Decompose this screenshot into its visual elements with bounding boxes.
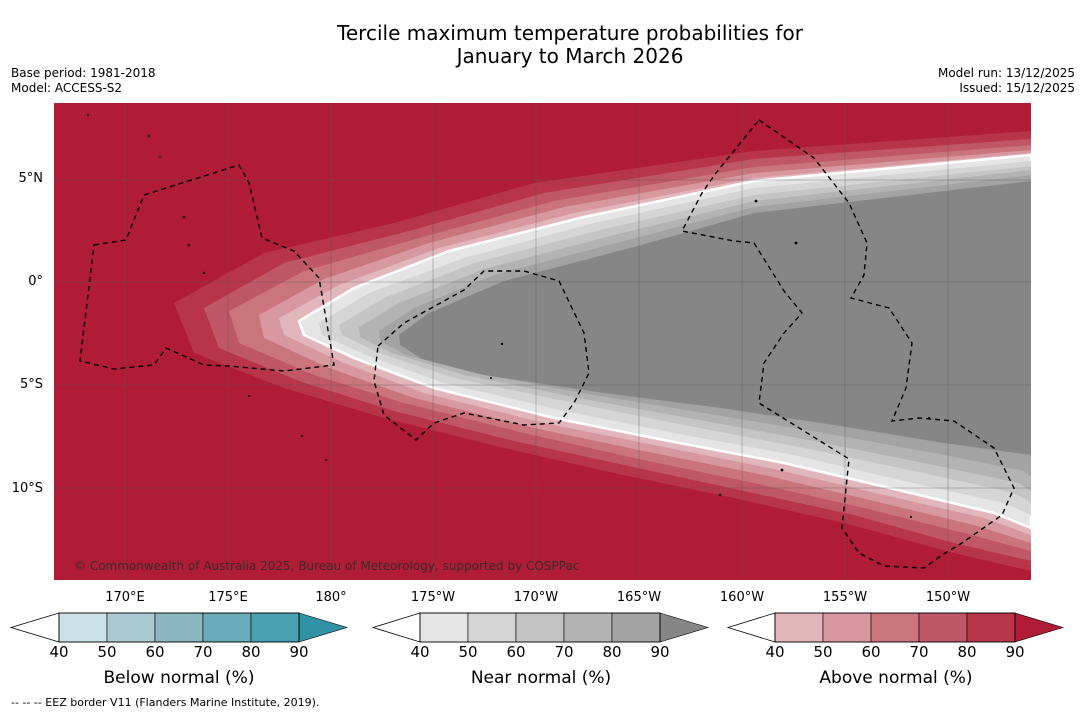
colorbar-above-tick: 50 [813,643,833,661]
model-name: Model: ACCESS-S2 [11,81,123,95]
lon-label-165w: 165°W [616,590,662,605]
base-period: Base period: 1981-2018 [11,66,156,80]
colorbar-below-swatch-60 [154,612,204,643]
colorbar-above-extend-low [727,612,776,643]
colorbar-near-normal [372,612,710,643]
eez-border-tuvalu [79,164,335,372]
colorbar-below-tick: 40 [49,643,69,661]
eez-footnote: -- -- -- EEZ border V11 (Flanders Marine… [11,696,320,709]
colorbar-near-tick: 60 [506,643,526,661]
colorbar-above-swatch-50 [822,612,872,643]
lon-label-150w: 150°W [925,590,971,605]
lat-label-10s: 10°S [11,481,43,496]
colorbar-near-swatch-70 [563,612,613,643]
colorbar-above-swatch-40 [774,612,824,643]
colorbar-near-tick: 50 [458,643,478,661]
colorbar-near-label: Near normal (%) [470,668,612,688]
colorbar-below-label: Below normal (%) [103,668,255,688]
probability-map: © Commonwealth of Australia 2025, Bureau… [54,103,1031,580]
colorbar-near-tick: 70 [554,643,574,661]
lon-label-160w: 160°W [719,590,765,605]
colorbar-near-tick: 40 [410,643,430,661]
colorbar-near-swatch-50 [467,612,517,643]
colorbar-below-swatch-80 [250,612,300,643]
lon-label-175w: 175°W [410,590,456,605]
eez-border-line-islands [680,119,1015,569]
colorbar-above-extend-high [1014,612,1065,643]
colorbar-above-tick: 90 [1005,643,1025,661]
lat-label-5n: 5°N [18,171,44,186]
lon-label-170w: 170°W [513,590,559,605]
colorbar-below-swatch-50 [106,612,156,643]
colorbar-near-swatch-60 [515,612,565,643]
colorbar-above-tick: 40 [765,643,785,661]
colorbar-above-swatch-60 [870,612,920,643]
colorbar-below-normal [10,612,349,643]
colorbar-below-tick: 70 [193,643,213,661]
colorbar-near-tick: 80 [602,643,622,661]
copyright-notice: © Commonwealth of Australia 2025, Bureau… [74,559,579,573]
colorbar-above-swatch-80 [966,612,1016,643]
lat-label-5s: 5°S [19,377,43,392]
lon-label-170e: 170°E [105,590,145,605]
chart-title-line-2: January to March 2026 [456,44,684,68]
near-normal-band-90 [399,181,1031,455]
lon-label-175e: 175°E [208,590,248,605]
island-dots [87,114,930,518]
chart-title-line-1: Tercile maximum temperature probabilitie… [337,21,803,45]
colorbar-below-tick: 60 [145,643,165,661]
lat-label-0: 0° [28,274,43,289]
colorbar-near-tick: 90 [650,643,670,661]
colorbar-below-tick: 90 [289,643,309,661]
colorbar-near-extend-low [372,612,421,643]
lon-label-155w: 155°W [822,590,868,605]
colorbar-above-tick: 80 [957,643,977,661]
colorbar-below-extend-low [10,612,60,643]
lon-label-180: 180° [315,590,347,605]
colorbar-above-tick: 70 [909,643,929,661]
issued-date: Issued: 15/12/2025 [959,81,1075,95]
eez-border-phoenix [373,270,590,441]
eez-borders [79,119,1015,569]
colorbar-above-tick: 60 [861,643,881,661]
colorbar-above-normal [727,612,1065,643]
model-run: Model run: 13/12/2025 [937,66,1075,80]
colorbar-near-swatch-80 [611,612,661,643]
colorbar-below-swatch-70 [202,612,252,643]
colorbar-near-swatch-40 [419,612,469,643]
colorbar-below-tick: 50 [97,643,117,661]
colorbar-above-swatch-70 [918,612,968,643]
colorbar-above-label: Above normal (%) [819,668,973,688]
map-gridlines [54,103,1031,580]
colorbar-below-tick: 80 [241,643,261,661]
colorbar-below-extend-high [298,612,349,643]
colorbar-near-extend-high [659,612,710,643]
colorbar-below-swatch-40 [58,612,108,643]
